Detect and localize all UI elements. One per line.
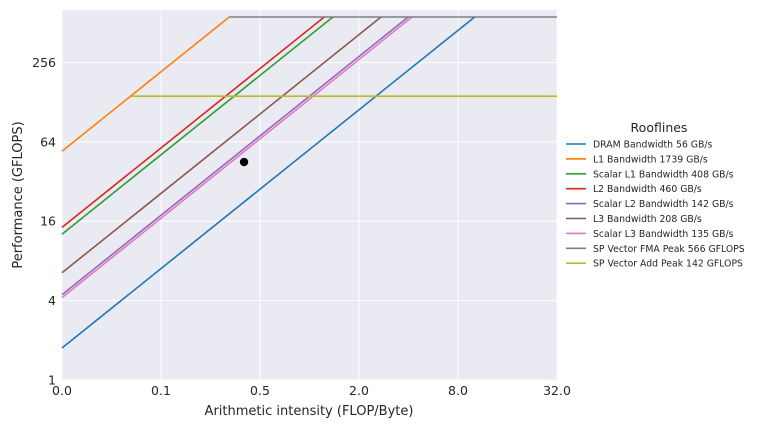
legend-entry: DRAM Bandwidth 56 GB/s (593, 140, 713, 151)
data-points (239, 157, 249, 167)
roofline-series-line (61, 16, 476, 349)
legend-entry: Scalar L2 Bandwidth 142 GB/s (593, 199, 734, 210)
roofline-series-line (61, 16, 334, 235)
x-axis-label: Arithmetic intensity (FLOP/Byte) (205, 404, 414, 419)
roofline-series-line (61, 16, 230, 152)
x-tick-label: 0.0 (52, 383, 72, 398)
y-tick-label: 1 (48, 373, 56, 388)
legend: Rooflines DRAM Bandwidth 56 GB/s L1 Bandw… (566, 120, 745, 270)
y-tick-label: 256 (32, 55, 56, 70)
x-tick-label: 8.0 (448, 383, 468, 398)
x-tick-label: 0.1 (151, 383, 171, 398)
plot-background (62, 10, 557, 380)
y-tick-label: 64 (40, 134, 56, 149)
legend-title: Rooflines (631, 120, 688, 135)
legend-entry: SP Vector Add Peak 142 GFLOPS (593, 259, 743, 270)
legend-entry: Scalar L1 Bandwidth 408 GB/s (593, 169, 734, 180)
x-tick-label: 32.0 (543, 383, 571, 398)
x-tick-label: 0.5 (250, 383, 270, 398)
x-tick-label: 2.0 (349, 383, 369, 398)
legend-entry: L3 Bandwidth 208 GB/s (593, 214, 702, 225)
y-axis-label: Performance (GFLOPS) (11, 121, 26, 268)
roofline-series-line (61, 16, 382, 274)
legend-entry: L2 Bandwidth 460 GB/s (593, 184, 702, 195)
roofline-series-line (61, 16, 413, 299)
roofline-lines (61, 16, 557, 349)
y-tick-label: 4 (48, 293, 56, 308)
roofline-series-line (61, 16, 325, 229)
legend-entry: L1 Bandwidth 1739 GB/s (593, 154, 708, 165)
data-point (239, 157, 249, 167)
legend-entry: SP Vector FMA Peak 566 GFLOPS (593, 244, 745, 255)
x-axis-ticks: 0.0 0.1 0.5 2.0 8.0 32.0 (52, 383, 571, 398)
y-axis-ticks: 1 4 16 64 256 (32, 55, 56, 388)
y-tick-label: 16 (40, 214, 56, 229)
legend-entry: Scalar L3 Bandwidth 135 GB/s (593, 229, 734, 240)
roofline-series-line (61, 16, 409, 296)
